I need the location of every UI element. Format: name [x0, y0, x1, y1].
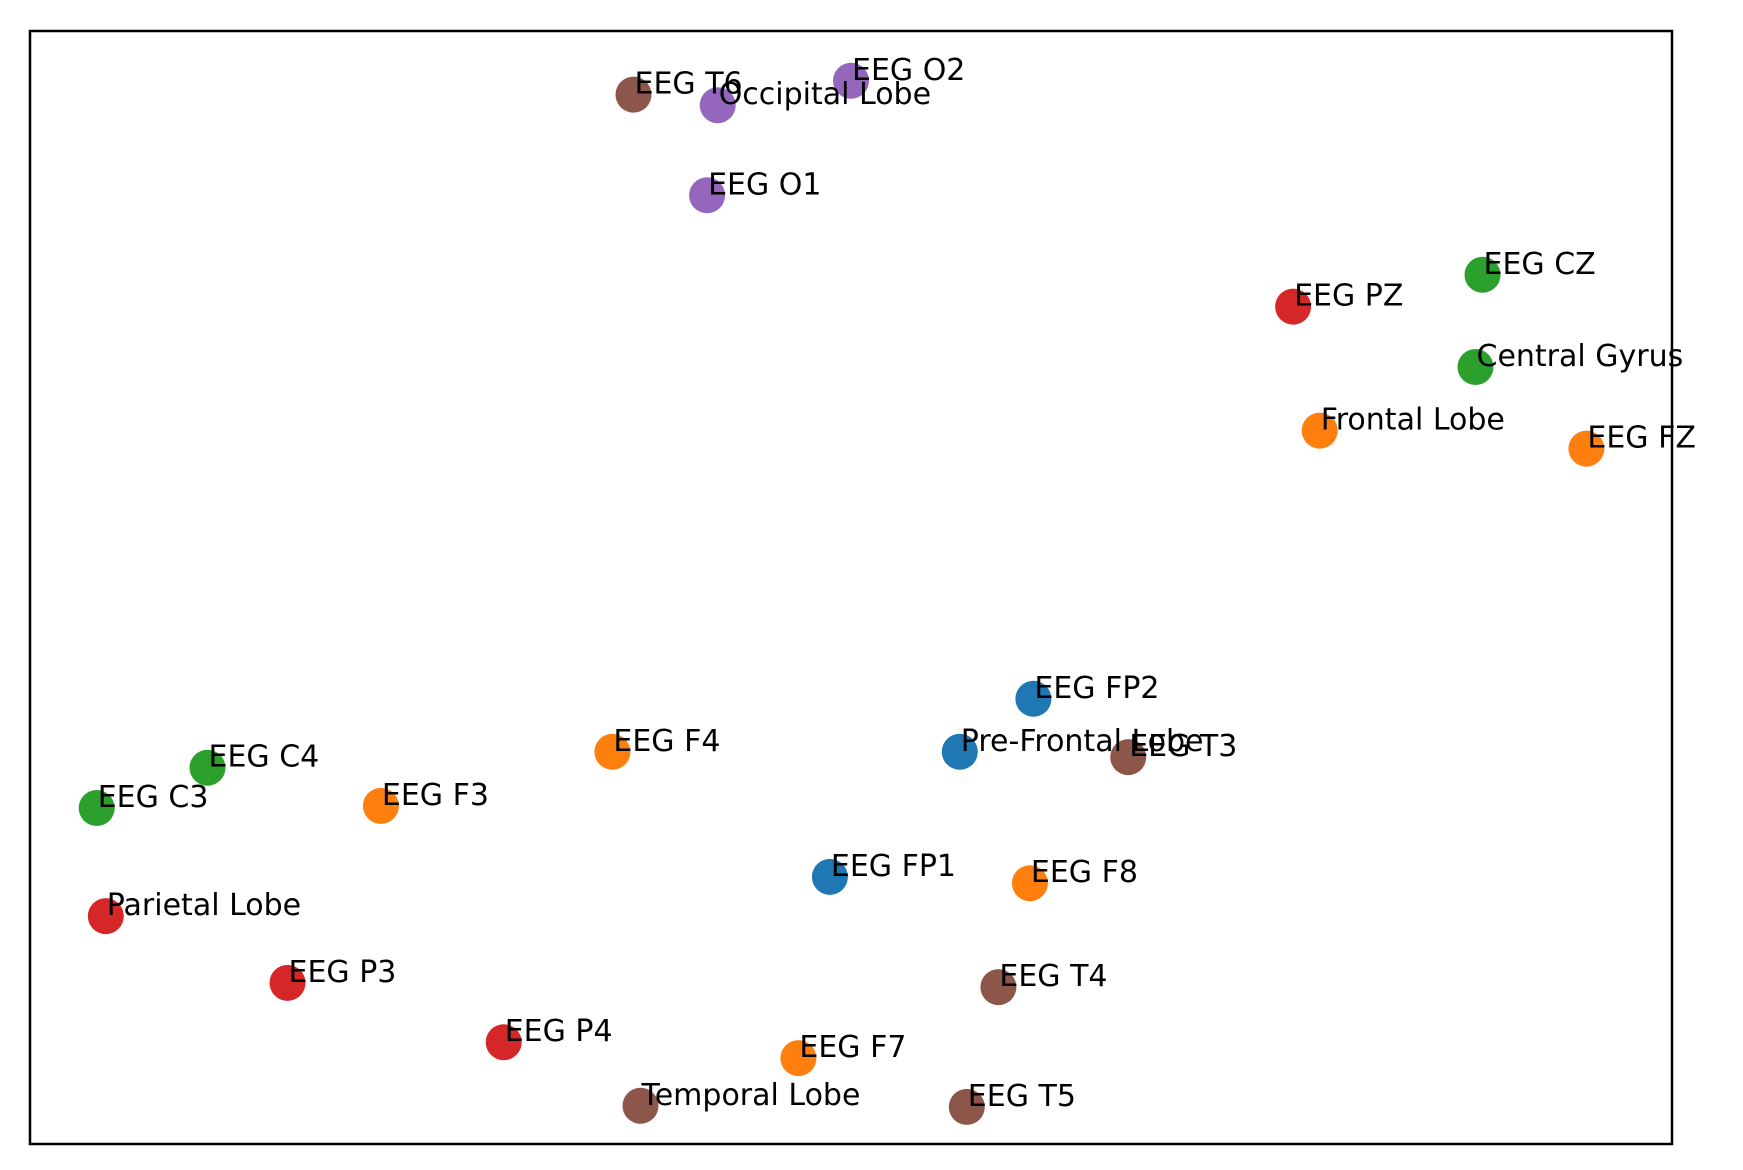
data-point: [485, 1024, 522, 1061]
plot-background: [30, 31, 1672, 1144]
point-label: EEG C3: [98, 780, 209, 815]
point-label: EEG T5: [968, 1079, 1076, 1114]
point-label: Pre-Frontal Lobe: [961, 724, 1204, 759]
data-point: [1301, 412, 1338, 449]
point-label: EEG PZ: [1294, 279, 1403, 314]
data-point: [780, 1040, 817, 1077]
point-label: EEG FP1: [831, 849, 956, 884]
point-label: EEG T4: [999, 959, 1107, 994]
data-point: [1275, 288, 1312, 325]
point-label: EEG O2: [852, 53, 965, 88]
point-label: EEG F4: [613, 724, 720, 759]
data-point: [1011, 865, 1048, 902]
point-label: Frontal Lobe: [1321, 403, 1505, 438]
point-label: EEG F7: [799, 1030, 906, 1065]
point-label: Temporal Lobe: [641, 1078, 861, 1113]
point-label: Occipital Lobe: [719, 77, 931, 112]
point-label: EEG C4: [209, 740, 320, 775]
data-point: [362, 787, 399, 824]
data-point: [1110, 739, 1147, 776]
point-label: EEG T6: [635, 67, 743, 102]
data-point: [811, 858, 848, 895]
data-point: [1457, 349, 1494, 385]
data-point: [87, 898, 124, 935]
data-point: [269, 964, 306, 1001]
data-point: [980, 969, 1017, 1006]
plot-frame: [28, 29, 1674, 1146]
data-point: [615, 76, 652, 113]
data-point: [78, 790, 115, 826]
data-point: [948, 1088, 985, 1125]
point-label: EEG P4: [505, 1014, 613, 1049]
data-point: [833, 62, 869, 99]
data-point: [1568, 430, 1605, 467]
data-point: [699, 87, 736, 124]
data-point: [594, 733, 631, 770]
data-point: [189, 749, 226, 786]
point-label: EEG P3: [289, 955, 397, 990]
point-label: EEG T3: [1129, 729, 1237, 764]
point-label: Central Gyrus: [1477, 339, 1684, 374]
point-label: EEG F3: [382, 778, 489, 813]
point-label: EEG FZ: [1587, 421, 1696, 456]
point-label: EEG F8: [1031, 855, 1138, 890]
point-label: EEG O1: [708, 167, 821, 202]
data-point: [941, 733, 978, 770]
point-label: EEG CZ: [1484, 247, 1596, 282]
data-point: [1015, 680, 1052, 717]
data-point: [689, 177, 726, 214]
data-point: [1464, 256, 1501, 293]
point-label: Parietal Lobe: [107, 888, 301, 923]
point-label: EEG FP2: [1034, 671, 1159, 706]
data-point: [622, 1087, 659, 1124]
